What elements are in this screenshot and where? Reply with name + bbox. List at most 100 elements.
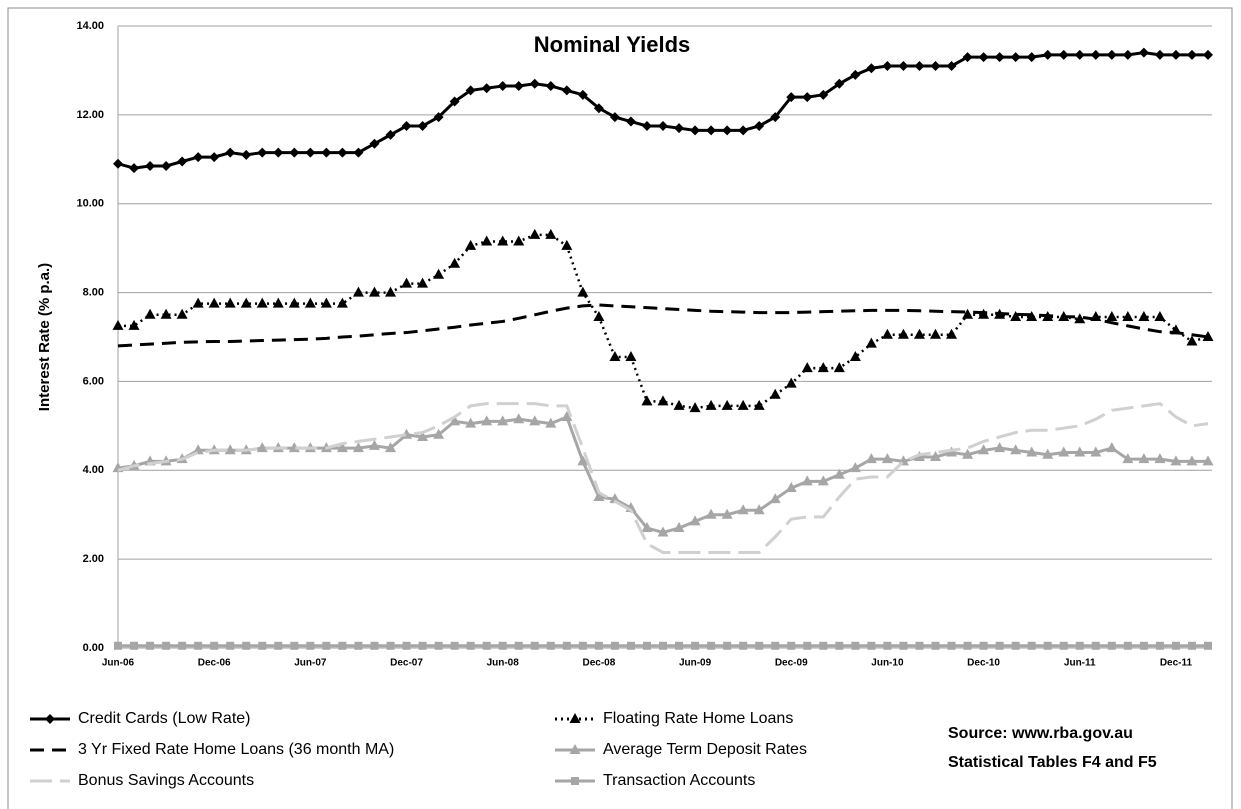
point-marker <box>433 112 444 123</box>
x-tick-label: Jun-11 <box>1064 658 1096 669</box>
point-marker <box>642 641 651 650</box>
point-marker <box>881 453 893 464</box>
point-marker <box>962 308 974 319</box>
point-marker <box>1154 453 1166 464</box>
point-marker <box>770 112 781 123</box>
y-tick-label: 14.00 <box>76 20 104 32</box>
point-marker <box>321 147 332 158</box>
point-marker <box>675 641 684 650</box>
point-marker <box>1058 446 1070 457</box>
point-marker <box>946 60 957 71</box>
point-marker <box>721 508 733 519</box>
point-marker <box>305 147 316 158</box>
point-marker <box>208 297 220 308</box>
point-marker <box>609 350 621 361</box>
point-marker <box>1074 49 1085 60</box>
point-marker <box>466 641 475 650</box>
point-marker <box>913 328 925 339</box>
point-marker <box>210 641 219 650</box>
point-marker <box>242 641 251 650</box>
point-marker <box>834 78 845 89</box>
point-marker <box>593 311 605 322</box>
point-marker <box>850 69 861 80</box>
point-marker <box>1202 331 1214 341</box>
legend-label: 3 Yr Fixed Rate Home Loans (36 month MA) <box>78 741 394 758</box>
x-tick-label: Jun-06 <box>102 658 135 669</box>
point-marker <box>224 297 236 308</box>
point-marker <box>1059 641 1068 650</box>
point-marker <box>1154 311 1166 322</box>
legend-marker <box>571 777 579 785</box>
point-marker <box>1186 455 1198 466</box>
point-marker <box>224 444 236 455</box>
point-marker <box>721 399 733 410</box>
point-marker <box>641 522 653 533</box>
point-marker <box>1042 49 1053 60</box>
point-marker <box>899 641 908 650</box>
point-marker <box>866 63 877 74</box>
point-marker <box>561 85 572 96</box>
point-marker <box>994 52 1005 63</box>
point-marker <box>881 328 893 339</box>
point-marker <box>835 641 844 650</box>
point-marker <box>178 641 187 650</box>
point-marker <box>994 442 1006 453</box>
point-marker <box>609 112 620 123</box>
point-marker <box>1010 311 1022 322</box>
point-marker <box>801 362 813 373</box>
legend-marker <box>569 713 581 723</box>
point-marker <box>513 413 525 424</box>
point-marker <box>754 120 765 131</box>
point-marker <box>979 641 988 650</box>
point-marker <box>1106 442 1118 453</box>
point-marker <box>177 156 188 167</box>
point-marker <box>354 641 363 650</box>
point-marker <box>1074 313 1086 324</box>
point-marker <box>194 641 203 650</box>
legend-label: Bonus Savings Accounts <box>78 772 254 789</box>
y-tick-label: 2.00 <box>83 553 104 565</box>
point-marker <box>513 235 525 246</box>
point-marker <box>867 641 876 650</box>
point-marker <box>787 641 796 650</box>
point-marker <box>674 123 685 134</box>
point-marker <box>753 399 765 410</box>
point-marker <box>465 85 476 96</box>
point-marker <box>962 52 973 63</box>
point-marker <box>771 641 780 650</box>
point-marker <box>625 116 636 127</box>
legend-label: Average Term Deposit Rates <box>603 741 807 758</box>
point-marker <box>306 641 315 650</box>
point-marker <box>689 402 701 413</box>
point-marker <box>689 515 701 526</box>
point-marker <box>914 60 925 71</box>
point-marker <box>514 641 523 650</box>
point-marker <box>802 92 813 103</box>
point-marker <box>753 504 765 515</box>
point-marker <box>818 89 829 100</box>
point-marker <box>1139 641 1148 650</box>
point-marker <box>146 641 155 650</box>
x-tick-label: Dec-11 <box>1160 658 1193 669</box>
point-marker <box>256 297 268 308</box>
y-tick-label: 8.00 <box>83 286 104 298</box>
point-marker <box>385 129 396 140</box>
point-marker <box>578 641 587 650</box>
legend-label: Floating Rate Home Loans <box>603 710 793 727</box>
point-marker <box>465 239 477 250</box>
point-marker <box>1202 455 1214 466</box>
point-marker <box>258 641 267 650</box>
point-marker <box>641 120 652 131</box>
point-marker <box>561 239 573 250</box>
y-tick-label: 12.00 <box>76 109 104 121</box>
point-marker <box>336 297 348 308</box>
point-marker <box>1155 641 1164 650</box>
point-marker <box>450 641 459 650</box>
point-marker <box>192 444 204 455</box>
x-tick-label: Dec-09 <box>775 658 808 669</box>
point-marker <box>947 641 956 650</box>
point-marker <box>625 350 637 361</box>
point-marker <box>962 448 974 459</box>
point-marker <box>112 319 124 330</box>
point-marker <box>1186 335 1198 346</box>
